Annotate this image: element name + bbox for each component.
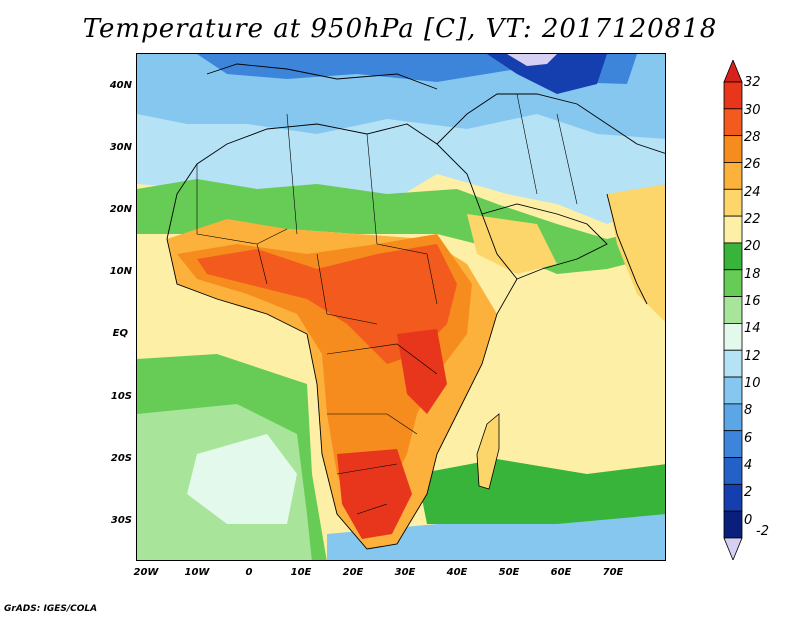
lat-label-10n: 10N (109, 266, 132, 277)
caspian-cold (487, 54, 607, 94)
colorbar-cell-0_2 (723, 483, 743, 512)
lon-label-40e: 40E (446, 567, 468, 578)
colorbar-label-0: 0 (744, 513, 753, 528)
colorbar-cell-10_12 (723, 349, 743, 378)
chart-title: Temperature at 950hPa [C], VT: 201712081… (82, 14, 718, 44)
footer-credit: GrADS: IGES/COLA (4, 604, 98, 614)
colorbar-cell-26_28 (723, 135, 743, 163)
colorbar-cell-2_4 (723, 457, 743, 485)
colorbar-svg (723, 60, 743, 560)
lat-label-30n: 30N (109, 142, 132, 153)
lon-label-50e: 50E (498, 567, 520, 578)
colorbar-cell-6_8 (723, 403, 743, 432)
colorbar-label-32: 32 (744, 75, 761, 90)
temperature-map[interactable] (136, 53, 666, 561)
lat-label-30s: 30S (110, 515, 132, 526)
colorbar-cell-12_14 (723, 323, 743, 351)
lon-label-70e: 70E (602, 567, 624, 578)
colorbar-label-6: 6 (744, 431, 753, 446)
colorbar-label-2: 2 (744, 485, 753, 500)
coastlines (166, 63, 665, 550)
colorbar-cell-20_22 (723, 215, 743, 244)
madagascar (476, 413, 500, 490)
east-africa-hot (397, 329, 447, 414)
colorbar-cells (723, 81, 743, 539)
colorbar: 32 30 28 26 24 22 20 18 16 14 12 10 8 6 … (720, 60, 780, 560)
lat-label-20n: 20N (109, 204, 132, 215)
africa-very-hot (197, 244, 457, 364)
arabia-warm (467, 214, 557, 274)
lat-label-20s: 20S (110, 453, 132, 464)
lon-label-30e: 30E (394, 567, 416, 578)
country-borders (196, 93, 578, 515)
colorbar-cell-4_6 (723, 430, 743, 458)
colorbar-cell-22_24 (723, 188, 743, 217)
colorbar-label-18: 18 (744, 267, 761, 282)
lat-label-10s: 10S (110, 391, 132, 402)
colorbar-cell-30_32 (723, 81, 743, 110)
colorbar-label-10: 10 (744, 376, 761, 391)
lon-label-20e: 20E (342, 567, 364, 578)
colorbar-label-20: 20 (744, 239, 761, 254)
colorbar-cell-28_30 (723, 108, 743, 137)
colorbar-cell-8_10 (723, 376, 743, 405)
lon-label-60e: 60E (550, 567, 572, 578)
colorbar-label-8: 8 (744, 403, 753, 418)
colorbar-label-28: 28 (744, 130, 761, 145)
colorbar-cell-18_20 (723, 242, 743, 271)
colorbar-top-arrow (723, 60, 743, 83)
lon-label-10e: 10E (290, 567, 312, 578)
colorbar-label-14: 14 (744, 321, 761, 336)
colorbar-cell-14_16 (723, 296, 743, 324)
colorbar-label-16: 16 (744, 294, 761, 309)
lat-label-eq: EQ (112, 328, 128, 339)
southern-africa-hot (337, 449, 412, 539)
colorbar-label-4: 4 (744, 458, 753, 473)
colorbar-cell-neg2_0 (723, 510, 743, 539)
india-warm (607, 184, 665, 322)
colorbar-cell-16_18 (723, 269, 743, 297)
colorbar-bottom-arrow (723, 537, 743, 560)
colorbar-label-26: 26 (744, 157, 761, 172)
colorbar-label-neg2: -2 (756, 524, 769, 539)
colorbar-label-24: 24 (744, 185, 761, 200)
lat-label-40n: 40N (109, 80, 132, 91)
colorbar-label-12: 12 (744, 349, 761, 364)
south-indian-cool (327, 514, 665, 560)
lon-label-10w: 10W (184, 567, 210, 578)
colorbar-label-30: 30 (744, 103, 761, 118)
south-atlantic-cold (187, 434, 297, 524)
colorbar-label-22: 22 (744, 212, 761, 227)
lon-label-0: 0 (245, 567, 253, 578)
north-top-cap (507, 54, 557, 66)
lon-label-20w: 20W (133, 567, 159, 578)
colorbar-cell-24_26 (723, 162, 743, 190)
map-svg (137, 54, 665, 560)
